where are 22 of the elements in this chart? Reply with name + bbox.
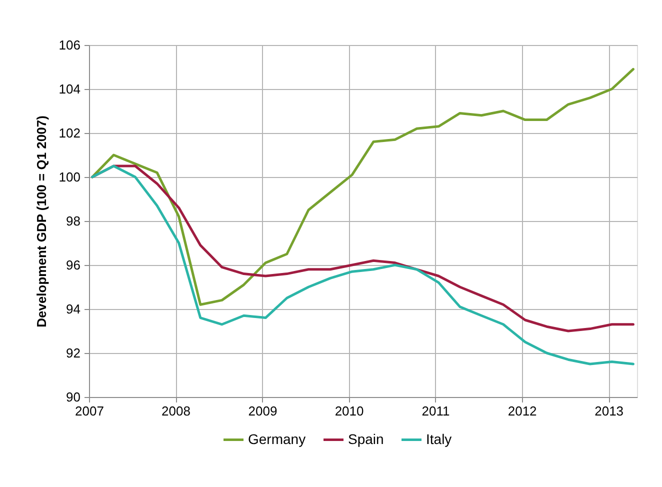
x-tick-label: 2012	[508, 404, 537, 418]
y-tick-label: 90	[66, 390, 80, 404]
legend-label: Germany	[248, 430, 306, 447]
y-tick-label: 98	[66, 214, 80, 228]
x-tick-label: 2011	[422, 404, 450, 418]
y-tick-label: 102	[58, 126, 80, 140]
x-tick-label: 2010	[334, 404, 364, 418]
x-tick-label: 2007	[75, 404, 104, 418]
y-axis-title: Development GDP (100 = Q1 2007)	[34, 116, 49, 328]
y-tick-label: 104	[58, 82, 80, 96]
line-series	[91, 164, 634, 366]
x-tick-label: 2013	[594, 404, 624, 418]
legend-label: Italy	[426, 430, 452, 447]
y-tick-label: 96	[66, 258, 80, 272]
y-tick-label: 92	[66, 346, 80, 360]
line-series	[91, 68, 634, 306]
y-tick-label: 106	[58, 38, 80, 52]
y-tick-label: 94	[66, 302, 80, 316]
x-tick-label: 2008	[162, 404, 190, 418]
x-tick-label: 2009	[248, 404, 278, 418]
y-tick-label: 100	[58, 170, 80, 184]
legend-label: Spain	[348, 430, 384, 447]
